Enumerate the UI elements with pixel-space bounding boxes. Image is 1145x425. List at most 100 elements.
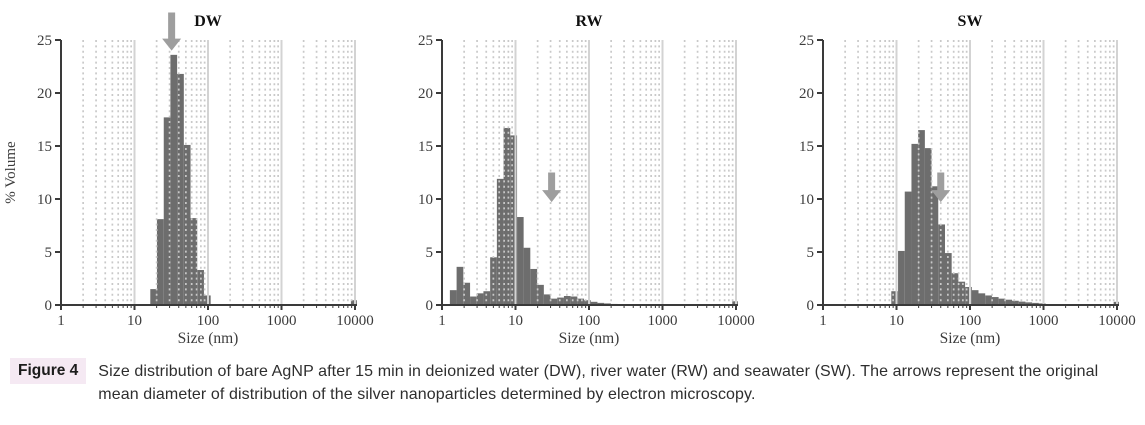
bar [537, 284, 544, 305]
panel-dw: 0 5 10 15 20 25 1 10 100 1000 10000 Size (nm) % Volu… [1, 0, 382, 352]
bar [156, 219, 164, 305]
mean-diameter-arrow [931, 172, 951, 203]
y-tick-label: 5 [807, 245, 815, 261]
grid-minor [82, 40, 353, 304]
mean-diameter-arrow [542, 172, 562, 203]
x-axis-title: Size (nm) [940, 330, 1001, 347]
y-tick-label: 25 [37, 33, 52, 49]
y-tick-label: 25 [418, 33, 433, 49]
y-tick-label: 5 [426, 245, 434, 261]
bar [1005, 299, 1013, 305]
panel-title: RW [576, 13, 603, 30]
x-minor-ticks [844, 305, 1115, 308]
grid-major [133, 40, 356, 304]
x-tick-label: 10000 [336, 313, 374, 329]
histogram-bars [449, 127, 738, 305]
bar [523, 247, 531, 305]
x-tick-label: 1 [438, 313, 446, 329]
bar [476, 293, 484, 305]
mean-diameter-arrow [162, 12, 182, 51]
bar [597, 302, 605, 305]
bar [584, 300, 591, 305]
y-tick-label: 0 [807, 298, 815, 314]
figure-caption: Figure 4 Size distribution of bare AgNP … [10, 358, 1145, 406]
bar [1025, 302, 1033, 305]
bar [463, 282, 471, 305]
bar [483, 291, 491, 305]
x-tick-label: 10 [127, 313, 142, 329]
y-tick-label: 20 [799, 86, 814, 102]
histogram-bars [150, 54, 357, 306]
x-tick-label: 1000 [267, 313, 297, 329]
x-tick-label: 10 [889, 313, 904, 329]
bar [490, 257, 497, 305]
panel-sw: 0 5 10 15 20 25 1 10 100 1000 10000 Size (nm) SW [763, 0, 1144, 352]
bar [1032, 302, 1039, 305]
bar [1012, 300, 1019, 305]
grid-minor [844, 40, 1115, 304]
bar [150, 289, 157, 305]
bar [985, 295, 992, 305]
caption-text: Size distribution of bare AgNP after 15 … [98, 363, 1099, 404]
x-axis-title: Size (nm) [178, 330, 239, 347]
bar [470, 296, 477, 305]
axes [436, 39, 738, 310]
y-tick-label: 25 [799, 33, 814, 49]
y-axis-title: % Volume [3, 141, 19, 204]
bar [958, 281, 966, 305]
x-tick-label: 1 [57, 313, 65, 329]
y-tick-label: 20 [418, 86, 433, 102]
bar [197, 270, 204, 305]
x-tick-label: 10000 [1098, 313, 1136, 329]
bar [190, 218, 198, 305]
x-tick-label: 10 [508, 313, 523, 329]
axes [55, 39, 357, 310]
y-tick-label: 15 [37, 139, 52, 155]
x-minor-ticks [82, 305, 353, 308]
histogram-sw-svg: 0 5 10 15 20 25 1 10 100 1000 10000 Size (nm) SW [799, 13, 1136, 347]
x-tick-label: 1 [819, 313, 827, 329]
bar [938, 224, 946, 305]
x-minor-ticks [463, 305, 734, 308]
bar [557, 297, 564, 305]
bar [904, 191, 912, 305]
bar [456, 266, 464, 305]
bar [898, 250, 905, 305]
bar [496, 178, 504, 305]
bar [517, 217, 524, 305]
bar [998, 298, 1006, 305]
bar [965, 286, 972, 305]
grid-major [514, 40, 737, 304]
bar [978, 293, 986, 305]
x-tick-label: 10000 [717, 313, 755, 329]
y-tick-label: 0 [426, 298, 434, 314]
bar [530, 268, 538, 305]
bar [577, 298, 585, 305]
grid-major [895, 40, 1118, 304]
panel-rw: 0 5 10 15 20 25 1 10 100 1000 10000 Size (nm) RW [382, 0, 763, 352]
bar [550, 298, 558, 305]
y-tick-label: 0 [45, 298, 53, 314]
y-tick-label: 10 [37, 192, 52, 208]
bar [924, 148, 932, 305]
bar [570, 296, 578, 305]
grid-minor [463, 40, 734, 304]
bar [911, 143, 919, 305]
bar [170, 54, 178, 306]
bar [951, 273, 959, 305]
y-tick-label: 5 [45, 245, 53, 261]
histogram-rw-svg: 0 5 10 15 20 25 1 10 100 1000 10000 Size (nm) RW [418, 13, 755, 347]
figure-panels: 0 5 10 15 20 25 1 10 100 1000 10000 Size (nm)% Volu… [1, 0, 1145, 352]
bar [543, 294, 551, 305]
x-axis-title: Size (nm) [559, 330, 620, 347]
y-tick-label: 20 [37, 86, 52, 102]
x-tick-label: 100 [578, 313, 601, 329]
y-tick-label: 10 [799, 192, 814, 208]
bar [177, 73, 184, 305]
axes [817, 39, 1119, 310]
x-tick-label: 1000 [1029, 313, 1059, 329]
panel-title: DW [194, 13, 222, 30]
bar [183, 144, 191, 305]
bar [449, 290, 457, 305]
